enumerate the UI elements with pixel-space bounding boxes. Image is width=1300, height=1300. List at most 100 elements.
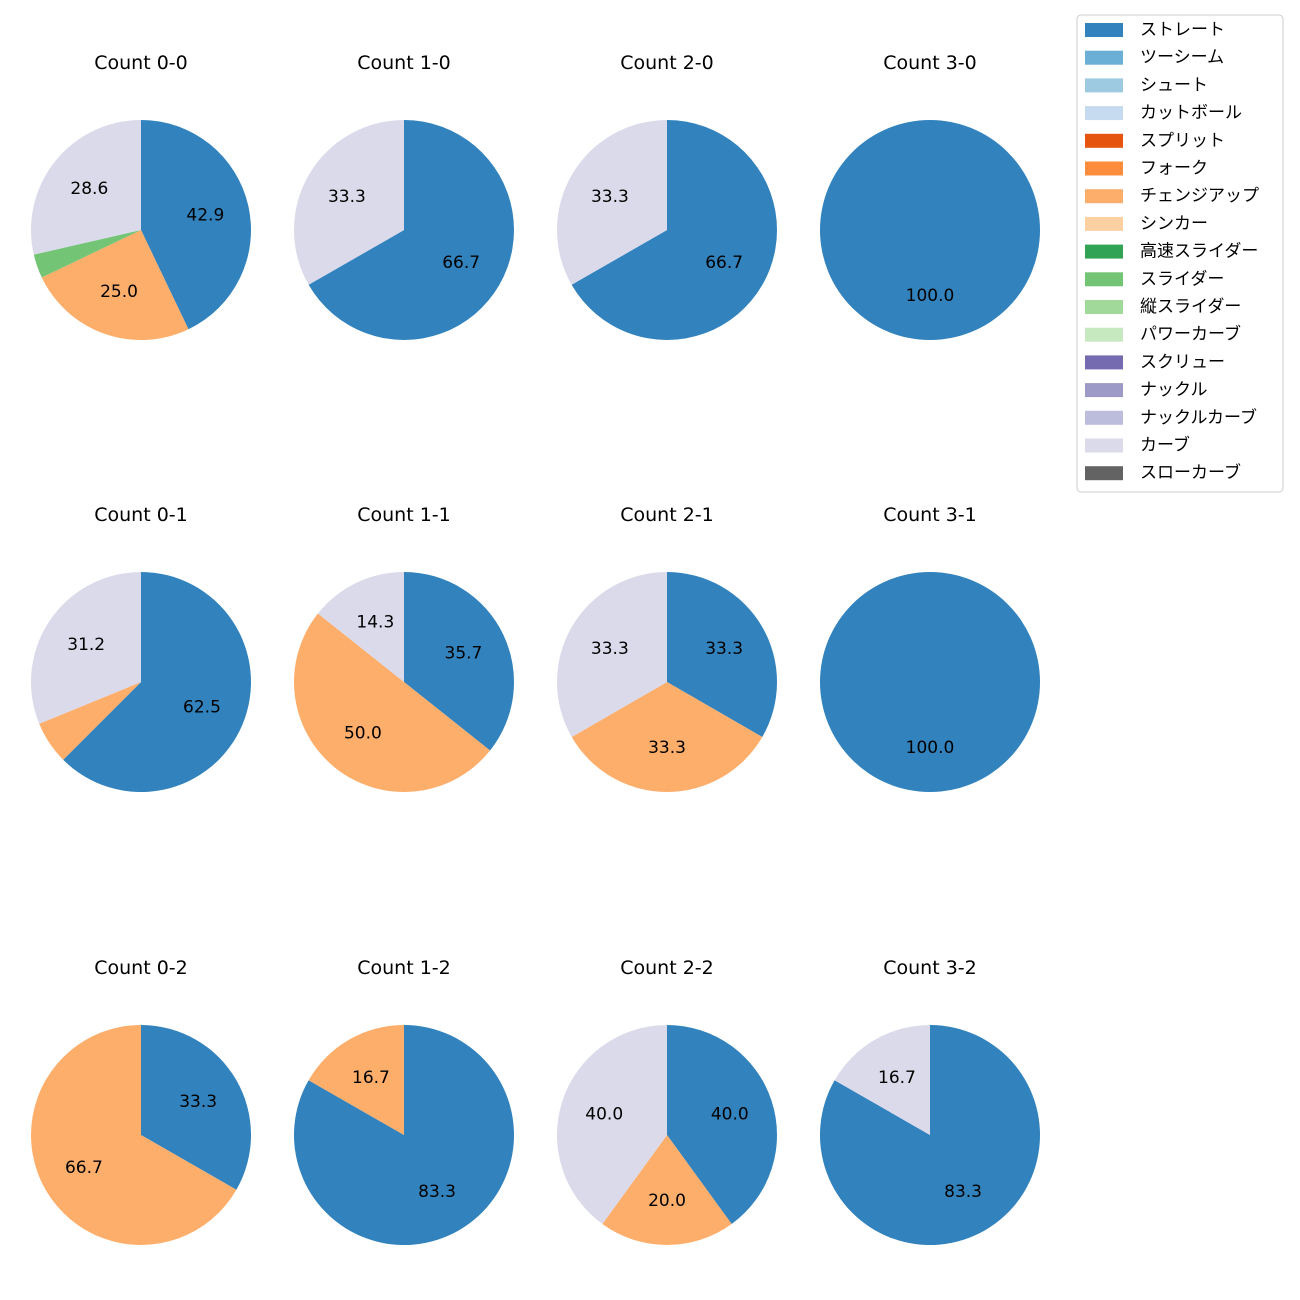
pie-slice-チェンジアップ bbox=[41, 230, 189, 340]
legend-item: スライダー bbox=[1085, 269, 1224, 289]
pie-pct-label: 50.0 bbox=[344, 724, 382, 744]
pie-10: Count 1-2 83.3 16.7 bbox=[293, 957, 514, 1246]
legend-item: シュート bbox=[1085, 75, 1208, 95]
pie-slice-カーブ bbox=[30, 120, 141, 255]
legend-label: スプリット bbox=[1140, 131, 1225, 151]
pie-slice-カーブ bbox=[31, 572, 141, 724]
legend-label: ナックル bbox=[1140, 380, 1208, 400]
legend-label: フォーク bbox=[1140, 159, 1208, 179]
pie-2: Count 1-0 66.7 33.3 bbox=[293, 52, 514, 340]
pie-slice-カーブ bbox=[317, 572, 404, 682]
pie-pct-label: 66.7 bbox=[705, 253, 743, 273]
pie-pct-label: 33.3 bbox=[591, 639, 629, 659]
pie-pct-label: 40.0 bbox=[585, 1105, 623, 1125]
legend-swatch bbox=[1085, 133, 1123, 148]
pie-title: Count 3-0 bbox=[883, 52, 977, 74]
pie-pct-label: 100.0 bbox=[906, 286, 955, 306]
pie-slice-カーブ bbox=[834, 1025, 930, 1135]
pie-slice-カーブ bbox=[557, 1025, 667, 1224]
legend-item: 高速スライダー bbox=[1085, 242, 1258, 262]
legend-label: パワーカーブ bbox=[1140, 324, 1241, 345]
pie-6: Count 1-1 35.7 50.0 14.3 bbox=[294, 504, 514, 792]
legend-item: パワーカーブ bbox=[1085, 324, 1241, 345]
pie-9: Count 0-2 33.3 66.7 bbox=[30, 957, 251, 1245]
legend-swatch bbox=[1085, 189, 1123, 204]
legend-swatch bbox=[1085, 23, 1123, 37]
pie-12: Count 3-2 83.3 16.7 bbox=[819, 957, 1040, 1246]
pie-title: Count 0-2 bbox=[94, 957, 188, 979]
pie-title: Count 2-0 bbox=[620, 52, 714, 74]
legend-swatch bbox=[1085, 216, 1123, 231]
legend-swatch bbox=[1085, 410, 1123, 425]
legend-item: ストレート bbox=[1085, 20, 1225, 40]
legend-label: 高速スライダー bbox=[1140, 242, 1258, 262]
pie-pct-label: 31.2 bbox=[67, 635, 105, 655]
legend-label: シンカー bbox=[1140, 214, 1208, 234]
pie-slice-ストレート bbox=[404, 572, 514, 751]
legend-item: フォーク bbox=[1085, 159, 1208, 179]
pie-pct-label: 20.0 bbox=[648, 1191, 686, 1211]
legend-item: ナックル bbox=[1085, 380, 1208, 400]
pie-title: Count 1-2 bbox=[357, 957, 451, 979]
legend-item: カーブ bbox=[1085, 435, 1190, 456]
pie-pct-label: 83.3 bbox=[418, 1182, 456, 1202]
pie-slice-カーブ bbox=[556, 120, 667, 285]
legend-label: カットボール bbox=[1140, 103, 1242, 123]
pie-pct-label: 40.0 bbox=[711, 1105, 749, 1125]
pie-title: Count 2-1 bbox=[620, 504, 714, 526]
pie-pct-label: 62.5 bbox=[183, 697, 221, 717]
legend-swatch bbox=[1085, 327, 1123, 342]
pie-slice-ストレート bbox=[63, 572, 252, 792]
pie-title: Count 2-2 bbox=[620, 957, 714, 979]
pie-slice-ストレート bbox=[293, 1025, 514, 1246]
legend-label: ナックルカーブ bbox=[1140, 407, 1257, 428]
legend-label: 縦スライダー bbox=[1140, 297, 1241, 317]
legend-item: ナックルカーブ bbox=[1085, 407, 1257, 428]
legend-label: ストレート bbox=[1140, 20, 1225, 40]
pie-slice-チェンジアップ bbox=[308, 1025, 404, 1135]
legend-label: スローカーブ bbox=[1140, 462, 1241, 483]
pie-4: Count 3-0 100.0 bbox=[820, 52, 1040, 340]
pie-title: Count 3-2 bbox=[883, 957, 977, 979]
pie-title: Count 0-1 bbox=[94, 504, 188, 526]
legend-swatch bbox=[1085, 78, 1123, 93]
legend-box bbox=[1076, 14, 1284, 493]
pie-title: Count 3-1 bbox=[883, 504, 977, 526]
pie-slice-ストレート bbox=[571, 120, 777, 340]
legend-item: スローカーブ bbox=[1085, 462, 1241, 483]
legend-item: 縦スライダー bbox=[1085, 297, 1241, 317]
pie-slice-ストレート bbox=[141, 1025, 251, 1190]
pie-pct-label: 83.3 bbox=[944, 1182, 982, 1202]
pie-5: Count 0-1 62.5 31.2 bbox=[31, 504, 252, 792]
legend-label: スライダー bbox=[1140, 269, 1224, 289]
legend-item: スプリット bbox=[1085, 131, 1225, 151]
pie-slice-チェンジアップ bbox=[30, 1025, 237, 1245]
legend-label: ツーシーム bbox=[1140, 48, 1224, 68]
pie-pct-label: 33.3 bbox=[328, 187, 366, 207]
pie-pct-label: 28.6 bbox=[70, 179, 108, 199]
legend-item: ツーシーム bbox=[1085, 48, 1224, 68]
pie-pct-label: 42.9 bbox=[186, 205, 224, 225]
legend-swatch bbox=[1085, 466, 1123, 481]
legend-swatch bbox=[1085, 50, 1123, 65]
pie-title: Count 0-0 bbox=[94, 52, 188, 74]
legend-label: スクリュー bbox=[1140, 352, 1225, 372]
legend-item: シンカー bbox=[1085, 214, 1208, 234]
pie-pct-label: 16.7 bbox=[352, 1068, 390, 1088]
pie-slice-チェンジアップ bbox=[602, 1135, 732, 1245]
legend-swatch bbox=[1085, 438, 1123, 453]
pie-pct-label: 66.7 bbox=[65, 1158, 103, 1178]
pie-slice-ストレート bbox=[667, 1025, 777, 1224]
pie-slice-カーブ bbox=[556, 572, 667, 737]
pie-slice-ストレート bbox=[820, 572, 1040, 792]
pie-slice-ストレート bbox=[308, 120, 514, 340]
legend-item: スクリュー bbox=[1085, 352, 1225, 372]
pie-slice-スライダー bbox=[33, 230, 141, 278]
legend-item: チェンジアップ bbox=[1085, 186, 1259, 206]
pie-slice-チェンジアップ bbox=[294, 613, 491, 792]
legend-swatch bbox=[1085, 355, 1123, 370]
legend-label: シュート bbox=[1140, 75, 1208, 95]
pie-pct-label: 100.0 bbox=[906, 738, 955, 758]
pie-pct-label: 66.7 bbox=[442, 253, 480, 273]
pie-pct-label: 33.3 bbox=[705, 639, 743, 659]
